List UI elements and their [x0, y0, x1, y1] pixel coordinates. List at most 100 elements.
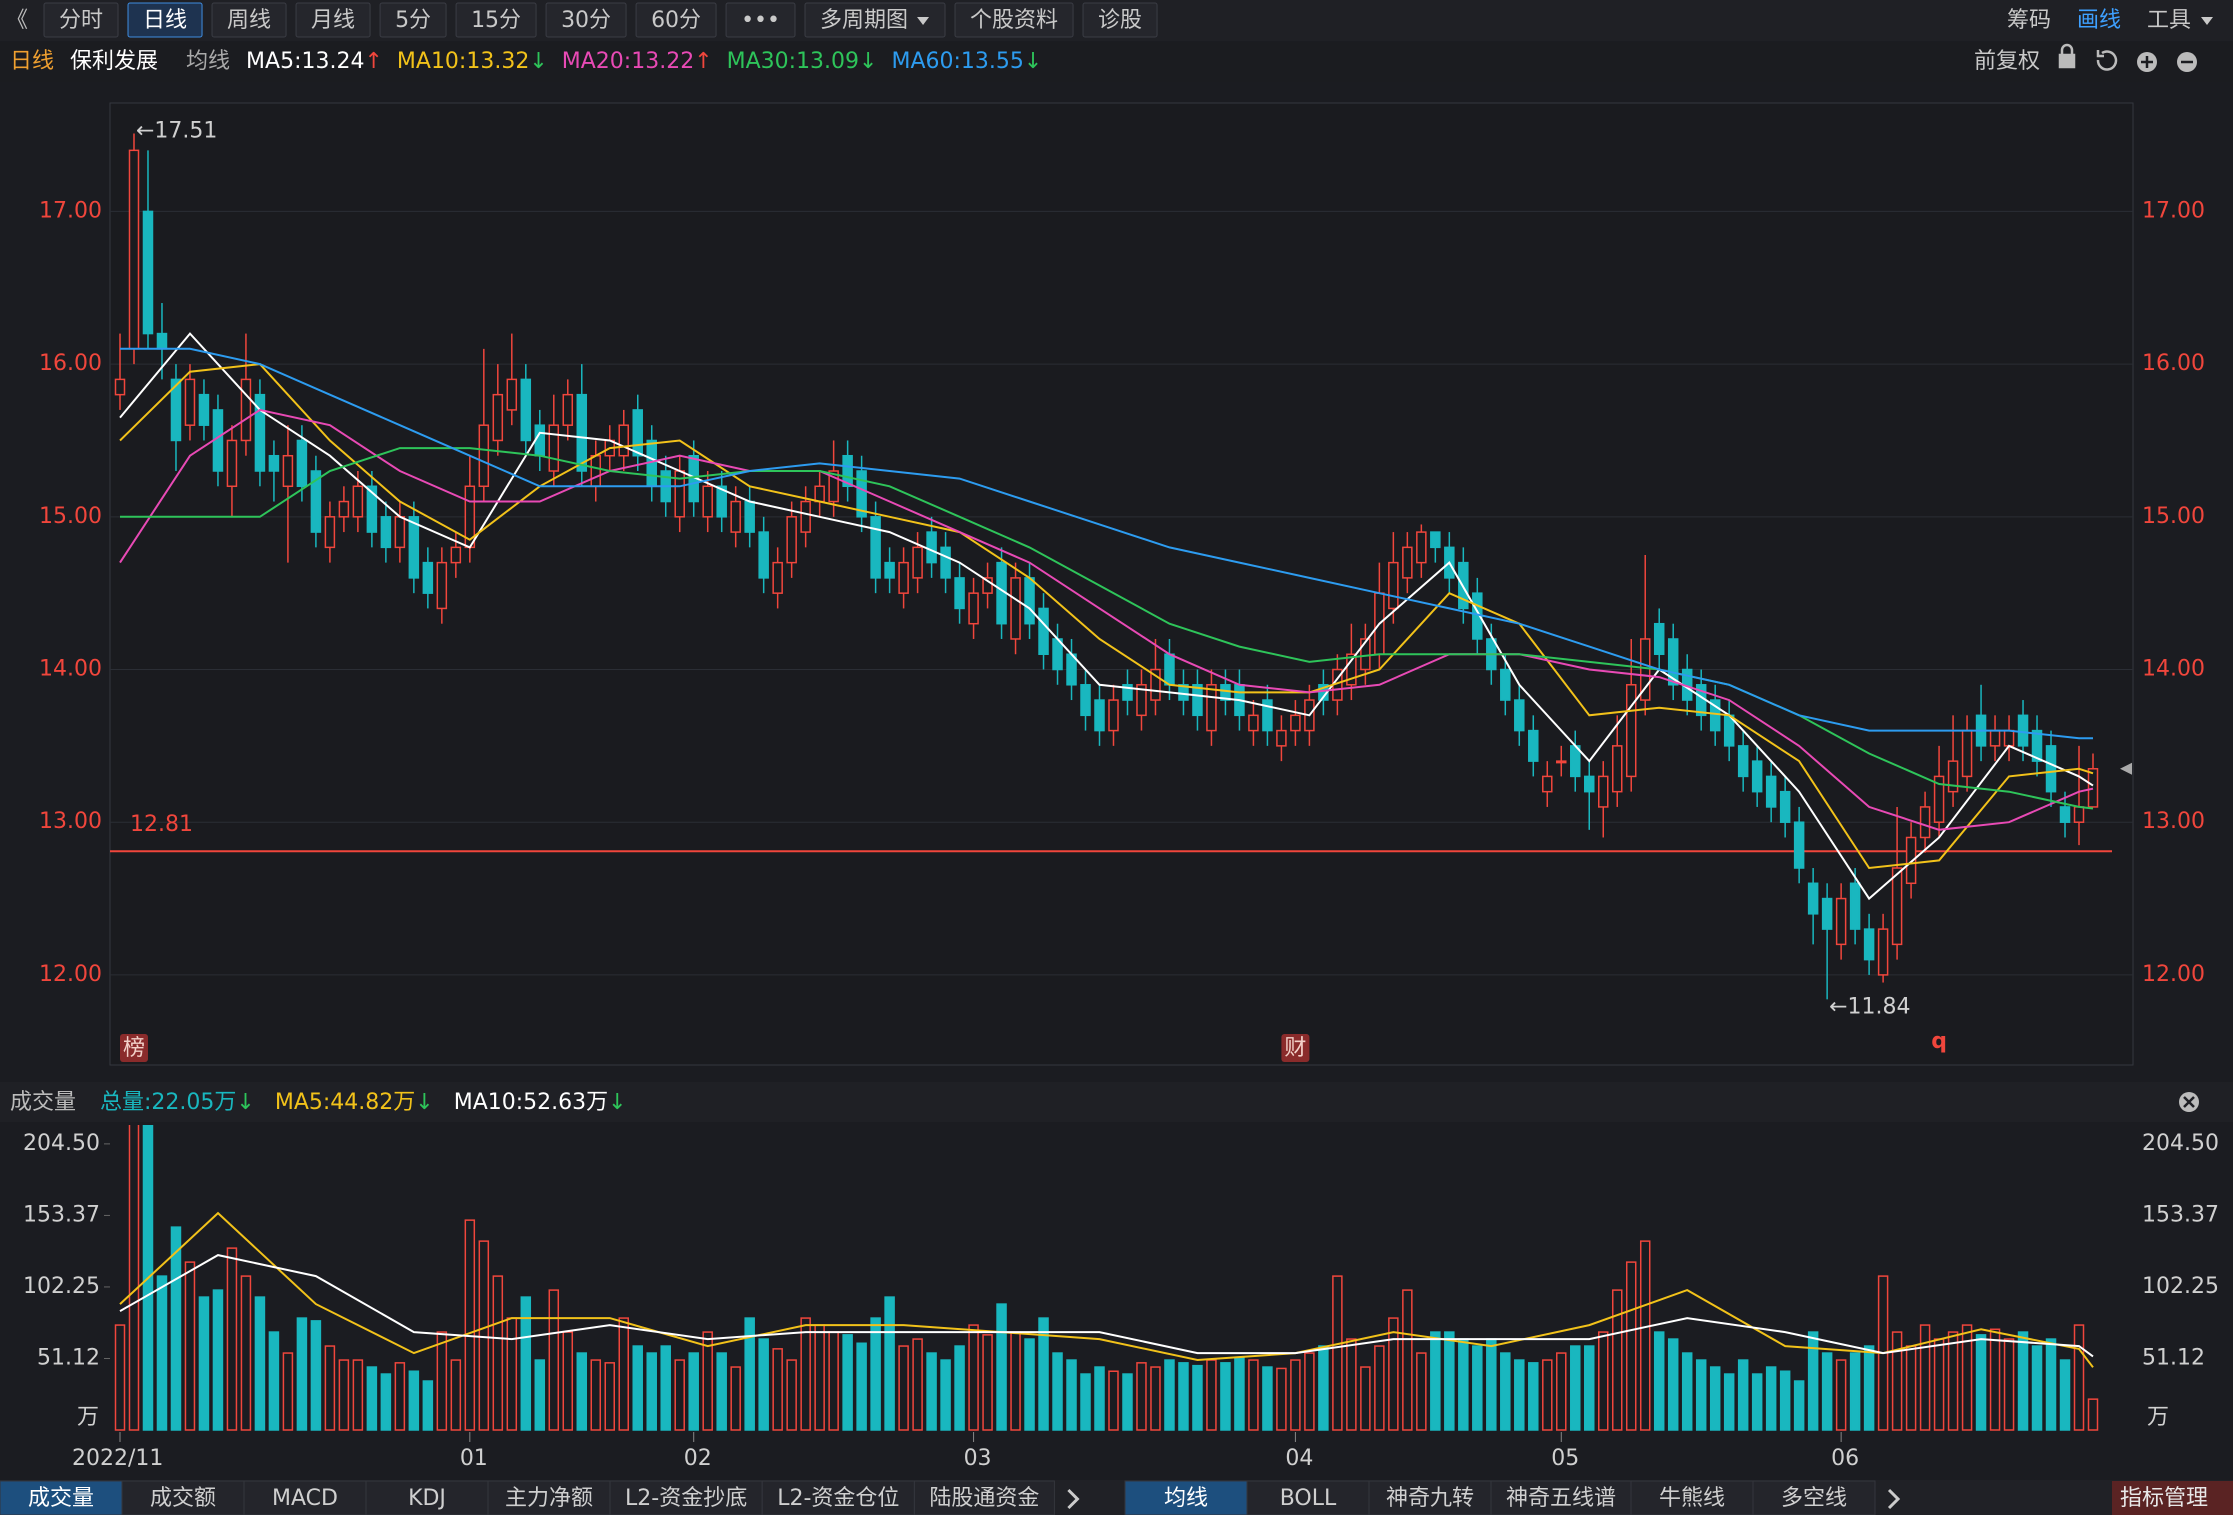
volume-bar — [1639, 1240, 1651, 1431]
toolbar-tab[interactable] — [725, 2, 796, 38]
indicator-tab[interactable] — [1124, 1480, 1248, 1515]
y-tick-label: 16.00 — [39, 351, 102, 376]
volume-bar — [758, 1338, 769, 1431]
indicator-tab[interactable] — [1752, 1480, 1876, 1515]
volume-bar — [534, 1359, 546, 1431]
volume-total-trend: ↓ — [236, 1090, 254, 1115]
event-marker-box[interactable] — [1281, 1034, 1310, 1062]
toolbar-tab-label[interactable]: ••• — [741, 8, 780, 33]
toolbar-tab[interactable] — [379, 2, 447, 38]
volume-bar — [324, 1345, 336, 1431]
indicator-tab[interactable] — [243, 1480, 367, 1515]
toolbar-tab-label[interactable]: 15分 — [471, 8, 521, 33]
volume-bar — [1709, 1366, 1721, 1431]
toolbar-tab-label[interactable]: 60分 — [651, 8, 701, 33]
toolbar-tab-label[interactable]: 个股资料 — [970, 8, 1058, 33]
candle-body — [2073, 806, 2085, 823]
candle-body — [954, 577, 965, 610]
adjust-label[interactable]: 前复权 — [1974, 49, 2040, 74]
y-tick-label: 15.00 — [39, 504, 102, 529]
ma-label: 均线 — [186, 49, 230, 74]
volume-bar — [1066, 1359, 1077, 1431]
toolbar-tab-label[interactable]: 分时 — [59, 8, 103, 33]
toolbar-tab-label[interactable]: 多周期图 — [820, 8, 908, 33]
volume-bar — [2031, 1345, 2043, 1431]
tabs-scroll-arrow[interactable] — [1067, 1488, 1080, 1510]
indicator-tab-label[interactable]: 陆股通资金 — [929, 1486, 1039, 1511]
indicator-tab[interactable] — [121, 1480, 245, 1515]
toolbar-tab[interactable] — [455, 2, 537, 38]
back-button[interactable]: 《 — [6, 8, 28, 33]
toolbar-tool[interactable]: 工具 — [2147, 8, 2191, 33]
candle-body — [1122, 684, 1133, 701]
candle-body — [940, 546, 951, 579]
indicator-tab-label[interactable]: 成交额 — [150, 1486, 216, 1511]
candle-body — [338, 500, 350, 518]
candle-body — [1010, 577, 1021, 640]
indicator-tab-label[interactable]: BOLL — [1280, 1486, 1337, 1511]
candle-body — [1024, 577, 1035, 625]
toolbar-tab[interactable] — [804, 2, 946, 38]
indicator-tab-label[interactable]: L2-资金抄底 — [625, 1486, 747, 1511]
manage-label[interactable]: 指标管理 — [2120, 1486, 2208, 1511]
candle-body — [1038, 607, 1049, 655]
toolbar-tool[interactable]: 画线 — [2077, 8, 2121, 33]
manage-button[interactable] — [2112, 1481, 2233, 1515]
toolbar-tab[interactable] — [545, 2, 627, 38]
toolbar-tab[interactable] — [954, 2, 1074, 38]
toolbar-tab[interactable] — [43, 2, 119, 38]
indicator-tab[interactable] — [609, 1480, 763, 1515]
indicator-tab-label[interactable]: 成交量 — [28, 1486, 94, 1511]
candle-body — [1500, 668, 1511, 701]
indicator-tab[interactable] — [1368, 1480, 1492, 1515]
toolbar-tab[interactable] — [211, 2, 287, 38]
volume-bar — [1961, 1324, 1973, 1431]
volume-bar — [870, 1317, 881, 1431]
event-marker-box[interactable] — [119, 1034, 148, 1062]
indicator-tab[interactable] — [1630, 1480, 1754, 1515]
indicator-tab-label[interactable]: 多空线 — [1781, 1486, 1847, 1511]
candle-body — [128, 149, 140, 350]
event-marker[interactable]: 榜 — [123, 1036, 145, 1061]
candle-body — [2017, 714, 2029, 747]
indicator-tab-label[interactable]: 神奇九转 — [1386, 1486, 1474, 1511]
indicator-tab-label[interactable]: 神奇五线谱 — [1506, 1486, 1616, 1511]
toolbar-tab[interactable] — [127, 2, 203, 38]
y-tick-label: 13.00 — [39, 809, 102, 834]
toolbar-tab-label[interactable]: 日线 — [143, 8, 187, 33]
toolbar-tab-label[interactable]: 30分 — [561, 8, 611, 33]
volume-bar — [1262, 1366, 1273, 1431]
volume-bar — [954, 1345, 965, 1431]
volume-bar — [1150, 1366, 1161, 1431]
indicator-tab-label[interactable]: 主力净额 — [505, 1486, 593, 1511]
toolbar-tool[interactable]: 筹码 — [2007, 8, 2051, 33]
volume-bar — [996, 1303, 1007, 1431]
volume-bar — [1234, 1356, 1245, 1431]
toolbar-tab-label[interactable]: 周线 — [227, 8, 271, 33]
toolbar-tab-label[interactable]: 月线 — [311, 8, 355, 33]
indicator-tab-label[interactable]: MACD — [272, 1486, 338, 1511]
candle-body — [926, 531, 937, 564]
toolbar-tab-label[interactable]: 诊股 — [1098, 8, 1142, 33]
event-marker[interactable]: 财 — [1284, 1036, 1306, 1061]
toolbar-tab[interactable] — [1082, 2, 1158, 38]
indicator-tab[interactable] — [1490, 1480, 1632, 1515]
indicator-tab-label[interactable]: L2-资金仓位 — [777, 1486, 899, 1511]
toolbar-tab[interactable] — [635, 2, 717, 38]
indicator-tab-label[interactable]: 牛熊线 — [1659, 1486, 1725, 1511]
volume-bar — [1667, 1338, 1679, 1431]
volume-bar — [1038, 1317, 1049, 1431]
indicator-tab-label[interactable]: KDJ — [408, 1486, 446, 1511]
event-marker[interactable]: q — [1931, 1029, 1947, 1054]
volume-bar — [1080, 1373, 1091, 1431]
toolbar-tab-label[interactable]: 5分 — [395, 8, 431, 33]
indicator-tab-label[interactable]: 均线 — [1164, 1486, 1208, 1511]
indicator-tab[interactable] — [365, 1480, 489, 1515]
toolbar-tab[interactable] — [295, 2, 371, 38]
indicator-tab[interactable] — [913, 1480, 1055, 1515]
tabs-scroll-arrow[interactable] — [1887, 1488, 1901, 1510]
volume-bar — [1779, 1370, 1791, 1431]
ma-trend: ↑ — [364, 49, 382, 74]
candle-body — [1849, 882, 1861, 930]
indicator-tab[interactable] — [761, 1480, 915, 1515]
